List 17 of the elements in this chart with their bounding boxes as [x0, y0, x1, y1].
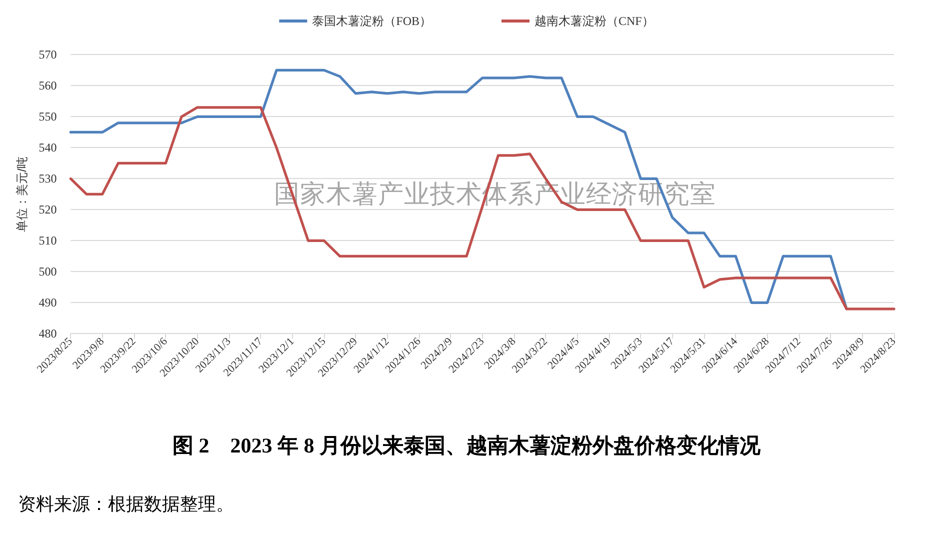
- legend-label: 泰国木薯淀粉（FOB）: [312, 14, 432, 28]
- y-tick-label: 530: [38, 172, 57, 186]
- y-tick-label: 490: [38, 296, 57, 310]
- y-tick-label: 480: [38, 326, 57, 341]
- text: 图 2 2023 年 8 月份以来泰国、越南木薯淀粉外盘价格变化情况: [172, 434, 762, 458]
- y-tick-label: 570: [38, 48, 57, 62]
- y-tick-label: 520: [38, 202, 57, 217]
- y-tick-label: 560: [38, 78, 57, 93]
- y-tick-label: 550: [38, 110, 57, 124]
- y-axis-title: 单位：美元/吨: [14, 156, 29, 232]
- text: 资料来源：根据数据整理。: [18, 494, 234, 514]
- y-tick-label: 500: [38, 264, 57, 279]
- line-series: [69, 106, 896, 310]
- line-series: [69, 68, 848, 310]
- y-tick-label: 510: [38, 234, 57, 248]
- y-tick-label: 540: [38, 140, 57, 155]
- legend-label: 越南木薯淀粉（CNF）: [534, 14, 654, 28]
